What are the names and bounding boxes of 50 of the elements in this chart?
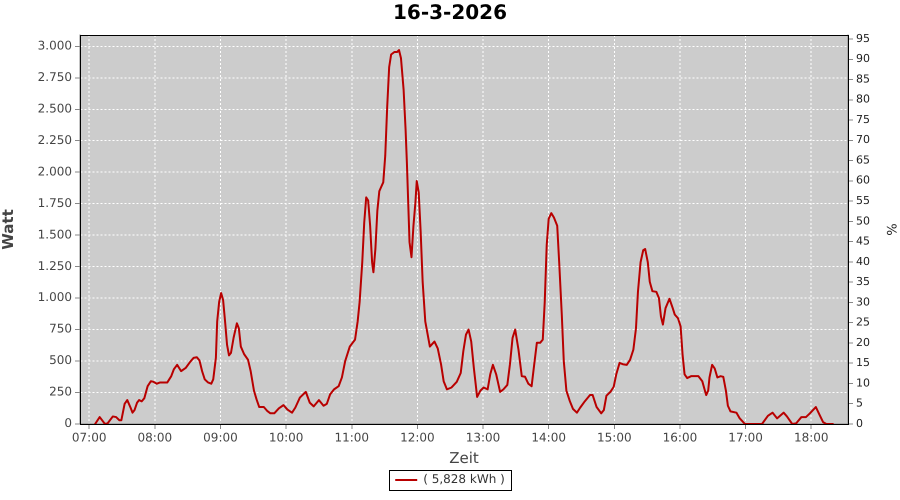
x-tick-label: 12:00 [400,430,435,444]
y-tick-label: 1.500 [38,227,72,242]
y2-tick-label: 25 [856,316,870,329]
y2-tick-label: 55 [856,194,870,207]
y2-tick-label: 15 [856,356,870,370]
y2-tick-label: 40 [856,254,870,268]
y-tick-label: 1.250 [38,258,72,273]
y-tick-label: 2.750 [38,70,72,84]
y-tick-label: 2.250 [38,132,72,147]
y2-tick-label: 20 [856,336,870,349]
x-tick-label: 15:00 [597,430,632,444]
x-tick-label: 17:00 [728,430,763,444]
y-tick-label: 3.000 [38,38,72,52]
y2-tick-label: 45 [856,234,870,248]
y2-tick-label: 75 [856,112,870,126]
y2-axis-title: % [882,223,898,236]
y2-tick-label: 80 [856,92,870,106]
x-axis-title: Zeit [449,448,479,467]
y2-tick-label: 70 [856,133,870,146]
y2-tick-label: 60 [856,174,870,187]
x-tick-label: 13:00 [466,430,500,444]
y2-tick-label: 30 [856,295,870,308]
y2-tick-label: 0 [856,416,863,430]
y2-tick-label: 65 [856,153,870,166]
y-tick-label: 2.000 [38,164,72,178]
y-tick-label: 1.000 [38,290,72,304]
x-tick-label: 11:00 [334,430,370,444]
y2-tick-label: 95 [856,32,870,45]
y-axis-title: Watt [0,209,17,250]
y-tick-label: 500 [49,353,72,368]
y2-tick-label: 10 [856,376,870,390]
y2-tick-label: 85 [856,72,870,86]
y2-tick-label: 50 [856,214,870,228]
y2-tick-label: 90 [856,52,870,66]
y2-tick-label: 5 [856,396,863,410]
x-tick-label: 07:00 [72,430,106,444]
y-tick-label: 250 [49,384,72,399]
x-tick-label: 09:00 [203,430,238,444]
chart-title: 16-3-2026 [392,0,508,24]
y-tick-label: 2.500 [38,101,72,116]
y-tick-label: 1.750 [38,196,72,210]
y2-tick-label: 35 [856,275,870,288]
legend-label: ( 5,828 kWh ) [423,472,505,486]
x-tick-label: 10:00 [268,430,304,444]
x-tick-label: 18:00 [794,430,829,444]
x-tick-label: 16:00 [662,430,698,444]
x-tick-label: 08:00 [138,430,172,444]
y-tick-label: 750 [49,322,72,336]
x-tick-label: 14:00 [531,430,566,444]
y-tick-label: 0 [64,416,72,430]
